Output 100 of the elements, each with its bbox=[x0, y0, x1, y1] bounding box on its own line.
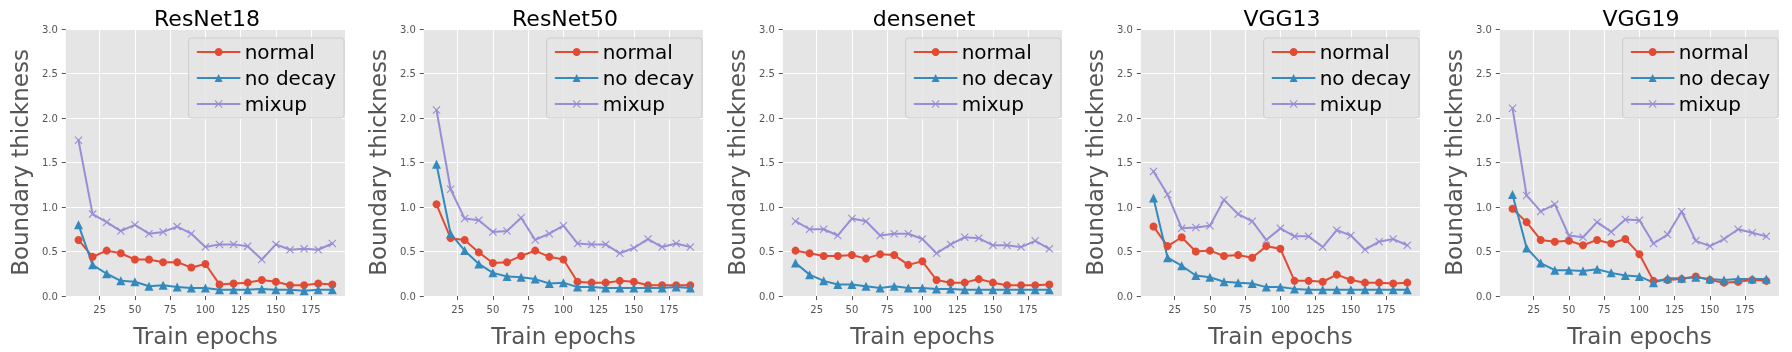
point bbox=[1592, 264, 1602, 274]
y-tick-label: 0.0 bbox=[41, 290, 58, 302]
point bbox=[1578, 233, 1587, 242]
x-tick-label: 100 bbox=[554, 303, 574, 315]
legend-label: no decay bbox=[244, 66, 337, 90]
point bbox=[833, 231, 842, 240]
point bbox=[931, 284, 941, 294]
point bbox=[988, 278, 997, 287]
point bbox=[74, 136, 83, 145]
point bbox=[531, 235, 540, 244]
point bbox=[1030, 236, 1039, 245]
x-axis-title: Train epochs bbox=[1565, 322, 1712, 349]
point bbox=[1403, 278, 1412, 287]
x-tick-label: 75 bbox=[522, 303, 535, 315]
point bbox=[1592, 218, 1601, 227]
point bbox=[545, 279, 555, 289]
point bbox=[517, 213, 526, 222]
y-tick-label: 2.0 bbox=[758, 112, 775, 124]
point bbox=[791, 217, 800, 226]
point bbox=[1276, 224, 1285, 233]
point bbox=[875, 250, 884, 259]
point bbox=[1535, 258, 1545, 268]
x-axis-title: Train epochs bbox=[132, 322, 278, 349]
point bbox=[1262, 242, 1271, 251]
point bbox=[215, 285, 224, 295]
point bbox=[545, 229, 554, 238]
point bbox=[88, 252, 97, 261]
point bbox=[791, 246, 800, 255]
x-tick-label: 100 bbox=[912, 303, 932, 315]
point bbox=[432, 200, 441, 209]
point bbox=[102, 246, 111, 255]
point bbox=[446, 185, 455, 194]
point bbox=[833, 279, 843, 289]
legend-label: mixup bbox=[603, 92, 666, 116]
point bbox=[271, 277, 280, 286]
point bbox=[1163, 253, 1173, 263]
point bbox=[1206, 221, 1215, 230]
x-tick-label: 175 bbox=[301, 303, 321, 315]
point bbox=[475, 216, 484, 225]
y-tick-label: 2.5 bbox=[400, 68, 417, 79]
point bbox=[918, 257, 927, 266]
point bbox=[1248, 253, 1257, 262]
point bbox=[1747, 228, 1756, 237]
point bbox=[946, 278, 955, 287]
y-tick-label: 0.5 bbox=[41, 246, 58, 257]
point bbox=[1508, 204, 1517, 213]
x-tick-label: 25 bbox=[93, 303, 107, 315]
point bbox=[932, 249, 941, 258]
x-axis-title: Train epochs bbox=[490, 322, 637, 349]
point bbox=[74, 235, 83, 244]
y-tick-label: 1.5 bbox=[1475, 157, 1492, 168]
y-tick-label: 1.0 bbox=[758, 201, 775, 213]
x-tick-label: 50 bbox=[128, 303, 142, 315]
point bbox=[1403, 241, 1412, 250]
y-tick-label: 3.0 bbox=[758, 23, 775, 35]
point bbox=[1247, 279, 1257, 289]
point bbox=[946, 240, 955, 249]
legend-label: no decay bbox=[961, 66, 1053, 90]
point bbox=[1606, 239, 1615, 248]
point bbox=[819, 251, 828, 260]
point bbox=[1304, 285, 1314, 295]
point bbox=[1536, 235, 1545, 244]
y-axis-title: Boundary thickness bbox=[1081, 49, 1108, 276]
x-tick-label: 75 bbox=[1597, 303, 1611, 315]
point bbox=[1219, 277, 1229, 287]
point bbox=[1564, 236, 1573, 245]
point bbox=[229, 240, 238, 249]
point bbox=[616, 276, 625, 285]
x-tick-label: 75 bbox=[163, 303, 177, 315]
y-tick-label: 1.0 bbox=[1475, 201, 1492, 213]
x-tick-label: 50 bbox=[1203, 303, 1217, 315]
point bbox=[1318, 277, 1327, 286]
point bbox=[1234, 251, 1243, 260]
point bbox=[1347, 231, 1356, 240]
point bbox=[158, 280, 168, 290]
point bbox=[1375, 237, 1384, 246]
point bbox=[1262, 235, 1271, 244]
legend-label: normal bbox=[1319, 40, 1390, 64]
point bbox=[861, 254, 870, 263]
point bbox=[159, 258, 168, 267]
y-tick-label: 1.5 bbox=[400, 157, 417, 168]
point bbox=[432, 159, 442, 169]
y-tick-label: 0.0 bbox=[758, 290, 775, 302]
point bbox=[1592, 235, 1601, 244]
point bbox=[285, 285, 295, 295]
point bbox=[1389, 279, 1398, 288]
x-tick-label: 125 bbox=[1306, 303, 1326, 315]
point bbox=[187, 263, 196, 272]
point bbox=[1563, 265, 1573, 275]
point bbox=[1578, 241, 1587, 250]
point bbox=[1149, 193, 1159, 203]
x-tick-label: 25 bbox=[1526, 303, 1540, 315]
chart-title: densenet bbox=[872, 5, 976, 31]
x-tick-label: 175 bbox=[1376, 303, 1396, 315]
point bbox=[988, 241, 997, 250]
point bbox=[130, 255, 139, 264]
x-tick-label: 175 bbox=[1018, 303, 1038, 315]
point bbox=[559, 221, 568, 230]
point bbox=[805, 225, 814, 234]
point bbox=[1191, 271, 1201, 281]
